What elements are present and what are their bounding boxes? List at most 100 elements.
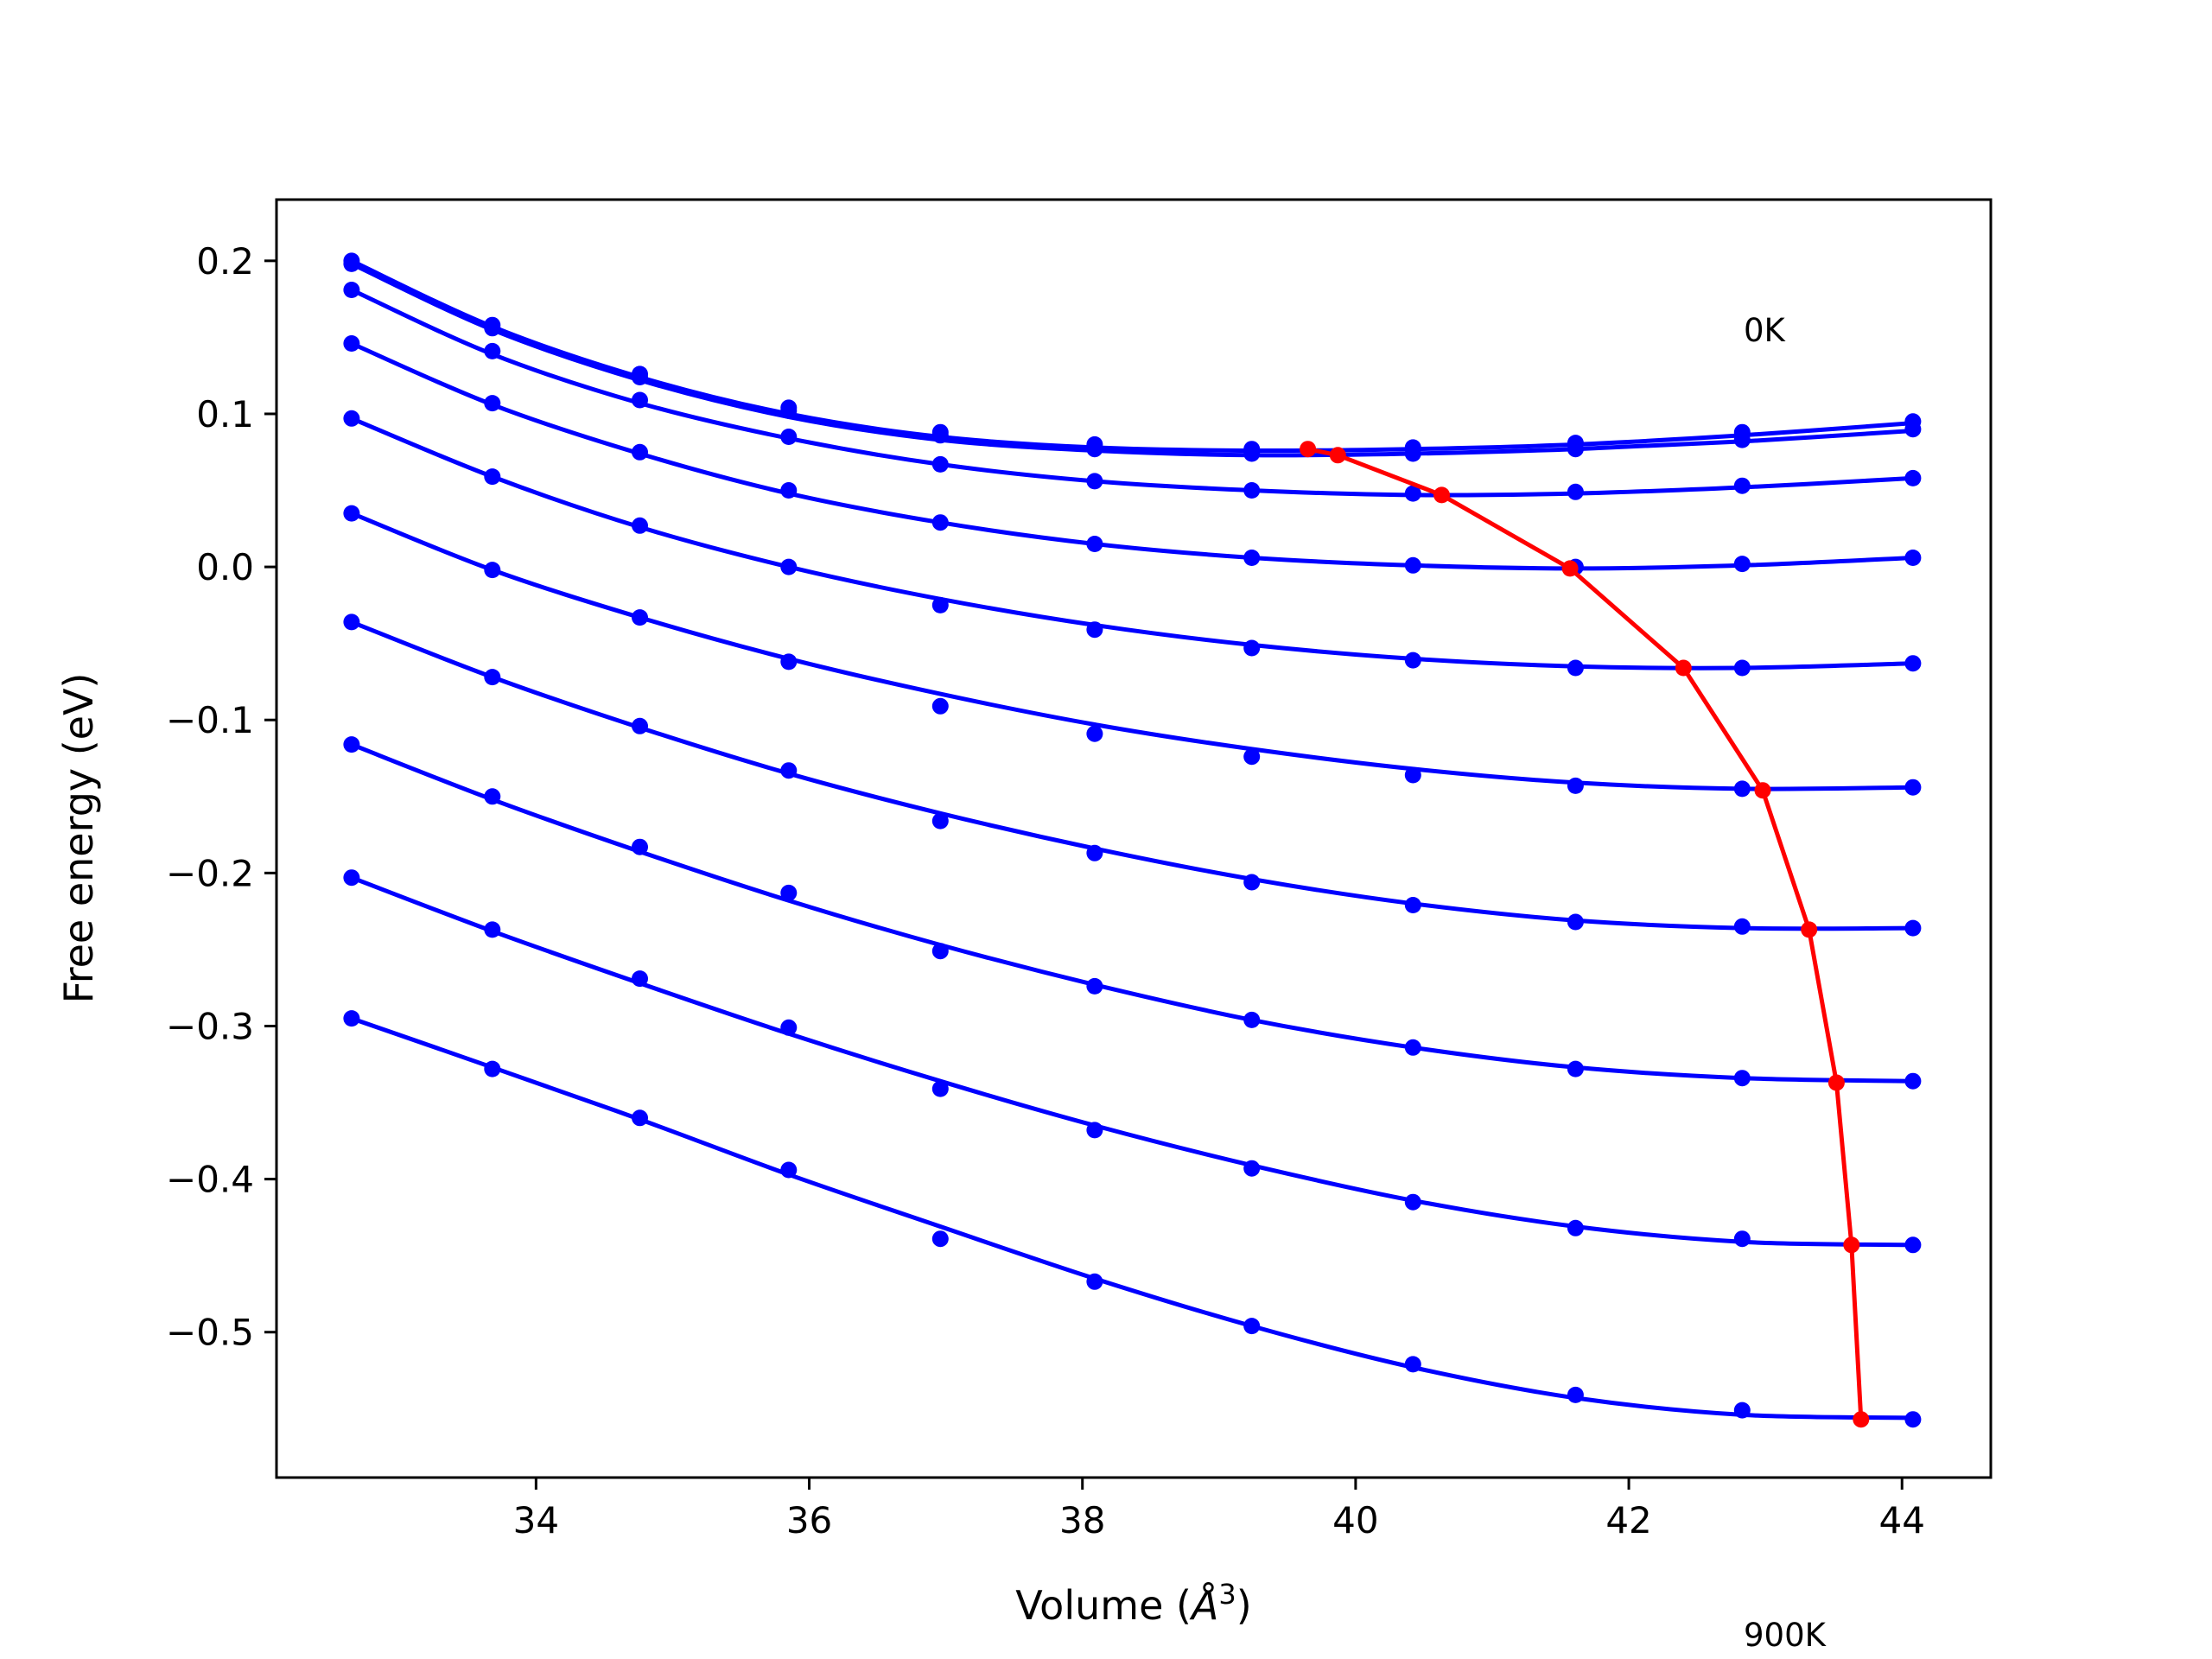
x-axis-label-superscript: 3 [1218,1578,1236,1611]
y-tick-label: 0.1 [196,393,254,435]
series-8-point [1243,1011,1261,1028]
series-4-point [1086,536,1103,552]
series-6 [343,505,1922,798]
series-6-point [780,653,798,671]
series-7-point [780,762,798,779]
x-tick-label: 44 [1879,1499,1925,1541]
series-5-point [931,596,949,613]
series-5-point [343,410,360,427]
series-10-point [1404,1356,1421,1373]
series-8-point [632,838,648,855]
minima-point [1843,1236,1860,1254]
y-tick-label: −0.4 [166,1159,254,1201]
annotation-top: 0K [1744,312,1787,349]
minima-layer [1300,441,1870,1428]
y-axis-ticks: 0.2 0.1 0.0 −0.1 −0.2 −0.3 −0.4 −0.5 [166,240,276,1354]
series-4-point [931,514,949,531]
series-5-point [780,558,798,575]
x-tick-label: 38 [1059,1499,1105,1541]
minima-line [1307,447,1864,1420]
series-2-point [343,255,360,272]
series-2-point [931,427,949,444]
y-tick-label: 0.2 [196,240,254,283]
series-5-point [484,468,501,486]
series-8-point [484,788,501,805]
series-9-point [931,1080,949,1097]
series-2-point [1567,441,1584,458]
minima-point [1827,1074,1845,1091]
series-4-point [484,395,501,412]
series-6-point [1904,779,1922,796]
series-3-point [1567,483,1584,500]
series-10-point [1243,1318,1261,1335]
series-8-point [780,884,798,901]
series-6-fit-curve [350,511,1913,791]
series-3-point [1404,485,1421,502]
series-9-point [1243,1160,1261,1177]
series-2-point [1086,441,1103,458]
series-7-point [1567,913,1584,931]
series-3-point [1086,473,1103,490]
series-7-point [632,717,648,734]
series-10-point [343,1010,360,1027]
series-2-point [1904,421,1922,438]
series-6-point [343,505,360,522]
series-6-point [1243,748,1261,766]
series-9-point [1904,1236,1922,1254]
series-2-point [1243,445,1261,462]
series-5-point [632,517,648,534]
series-7 [343,613,1922,937]
series-2-point [1733,431,1751,448]
y-tick-label: −0.1 [166,699,254,741]
series-6-point [484,562,501,579]
annotation-bottom: 900K [1744,1617,1827,1654]
series-8-point [1733,1070,1751,1087]
series-6-point [931,697,949,715]
series-9-point [1086,1122,1103,1139]
series-5-point [1404,652,1421,669]
series-8-point [1567,1060,1584,1077]
y-tick-label: −0.5 [166,1312,254,1354]
x-axis-label: Volume (Å3) [1015,1578,1251,1629]
series-10-point [632,1109,648,1127]
series-3-point [632,391,648,409]
series-8-point [1086,977,1103,995]
series-7-point [1243,874,1261,891]
series-3-point [1733,477,1751,494]
series-9-point [780,1019,798,1036]
series-8-point [1904,1072,1922,1090]
minima-point [1675,659,1692,677]
series-3-point [343,282,360,298]
x-tick-label: 34 [513,1499,559,1541]
series-6-point [1086,725,1103,742]
minima-point [1300,441,1317,458]
series-4-point [1733,556,1751,573]
series-6-point [1567,777,1584,794]
series-9-point [1567,1219,1584,1236]
series-7-point [931,812,949,830]
series-8 [343,736,1922,1090]
series-6-point [1733,780,1751,798]
series-5-point [1243,639,1261,657]
series-9-point [343,869,360,887]
series-3 [343,282,1922,502]
series-5-point [1733,659,1751,677]
x-axis-label-end: ) [1236,1582,1252,1629]
series-9-point [1733,1230,1751,1248]
y-axis-label: Free energy (eV) [55,673,102,1004]
series-10-point [780,1161,798,1179]
series-7-point [1086,844,1103,861]
series-7-point [1904,919,1922,937]
series-7-point [1404,897,1421,913]
series-5 [343,410,1922,677]
x-tick-label: 42 [1605,1499,1651,1541]
series-4-point [1243,550,1261,566]
series-2 [343,255,1922,462]
series-9-point [632,970,648,988]
series-7-point [484,669,501,686]
series-2-point [484,320,501,337]
minima-point [1329,447,1346,464]
series-8-point [1404,1039,1421,1056]
